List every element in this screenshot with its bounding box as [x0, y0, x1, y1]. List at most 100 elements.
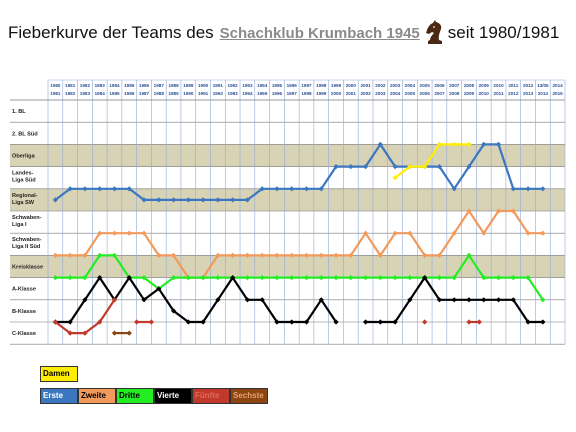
series-point-dritte	[141, 275, 147, 281]
series-point-zweite	[67, 252, 73, 258]
series-point-zweite	[377, 252, 383, 258]
series-point-dritte	[67, 275, 73, 281]
season-label-bottom: 2009	[464, 91, 475, 96]
series-point-f-nfte	[82, 330, 88, 336]
series-point-zweite	[333, 252, 339, 258]
series-line-erste	[54, 143, 543, 201]
league-band	[10, 322, 565, 345]
season-label-bottom: 1990	[183, 91, 194, 96]
series-point-dritte	[259, 275, 265, 281]
series-point-dritte	[510, 275, 516, 281]
series-point-vierte	[362, 319, 369, 325]
season-label-bottom: 2007	[434, 91, 445, 96]
series-point-dritte	[52, 275, 58, 281]
series-point-erste	[392, 164, 398, 170]
league-label: Schwaben-Liga II Süd	[12, 237, 42, 250]
season-label-top: 1988	[168, 83, 179, 88]
season-label-top: 1987	[154, 83, 165, 88]
season-label-top: 1993	[242, 83, 253, 88]
season-label-bottom: 2015	[552, 91, 563, 96]
series-point-damen	[422, 164, 428, 170]
series-point-vierte	[259, 297, 265, 303]
series-line-zweite	[55, 209, 543, 279]
series-point-erste	[111, 186, 118, 192]
series-point-erste	[52, 197, 58, 203]
series-point-zweite	[348, 252, 354, 258]
series-point-f-nfte	[97, 319, 103, 325]
season-label-bottom: 2014	[538, 91, 549, 96]
series-point-dritte	[185, 275, 191, 281]
season-label-bottom: 1991	[198, 91, 209, 96]
series-point-vierte	[274, 319, 280, 325]
season-label-bottom: 2011	[494, 91, 504, 96]
league-band	[10, 211, 565, 234]
series-point-f-nfte	[67, 330, 73, 336]
season-label-top: 2008	[464, 83, 475, 88]
series-point-dritte	[333, 275, 339, 281]
series-point-dritte	[303, 275, 310, 281]
series-point-vierte	[289, 319, 295, 325]
league-band	[10, 166, 565, 189]
series-point-erste	[259, 186, 265, 192]
series-point-erste	[510, 186, 516, 192]
series-point-erste	[97, 186, 103, 192]
series-point-damen	[451, 141, 457, 147]
series-point-damen	[466, 141, 472, 147]
season-label-bottom: 1986	[124, 91, 135, 96]
season-label-bottom: 1993	[228, 91, 239, 96]
series-point-vierte	[97, 275, 103, 281]
series-point-erste	[540, 186, 546, 192]
series-point-erste	[156, 197, 162, 203]
series-point-erste	[362, 164, 369, 170]
season-label-top: 2005	[420, 83, 431, 88]
series-point-vierte	[510, 297, 516, 303]
league-label: Oberliga	[12, 154, 36, 160]
season-label-top: 1992	[228, 83, 239, 88]
league-label: Regional-Liga SW	[12, 193, 38, 206]
series-point-dritte	[451, 275, 457, 281]
series-point-zweite	[244, 252, 251, 258]
series-point-vierte	[67, 319, 73, 325]
season-label-bottom: 2002	[360, 91, 371, 96]
season-label-bottom: 1997	[287, 91, 298, 96]
series-point-erste	[348, 164, 354, 170]
series-point-vierte	[230, 275, 236, 281]
series-point-zweite	[466, 208, 472, 214]
series-point-erste	[377, 141, 383, 147]
series-point-dritte	[170, 275, 177, 281]
series-point-erste	[82, 186, 88, 192]
season-label-top: 2002	[375, 83, 386, 88]
series-point-vierte	[318, 297, 324, 303]
season-label-top: 1986	[139, 83, 150, 88]
series-point-vierte	[141, 297, 147, 303]
series-point-zweite	[436, 252, 443, 258]
series-point-erste	[274, 186, 280, 192]
series-point-zweite	[170, 252, 177, 258]
league-band	[10, 144, 565, 167]
season-label-bottom: 1988	[154, 91, 165, 96]
series-point-zweite	[126, 230, 132, 236]
season-label-top: 1991	[213, 83, 224, 88]
series-point-vierte	[156, 286, 162, 292]
season-label-top: 2007	[449, 83, 460, 88]
series-point-damen	[436, 141, 443, 147]
season-label-bottom: 1994	[242, 91, 253, 96]
series-point-dritte	[392, 275, 398, 281]
series-point-erste	[481, 141, 487, 147]
league-label: A-Klasse	[12, 287, 36, 293]
season-label-bottom: 2000	[331, 91, 342, 96]
season-label-top: 1980	[50, 83, 61, 88]
series-point-vierte	[466, 297, 472, 303]
series-point-zweite	[362, 230, 369, 236]
series-point-damen	[392, 175, 398, 181]
series-point-erste	[525, 186, 531, 192]
series-point-f-nfte	[422, 319, 428, 325]
season-label-bottom: 2005	[405, 91, 416, 96]
season-label-bottom: 1995	[257, 91, 268, 96]
series-point-dritte	[377, 275, 383, 281]
season-label-bottom: 1998	[301, 91, 312, 96]
series-point-zweite	[82, 252, 88, 258]
season-label-bottom: 2006	[420, 91, 431, 96]
season-label-bottom: 2010	[479, 91, 490, 96]
